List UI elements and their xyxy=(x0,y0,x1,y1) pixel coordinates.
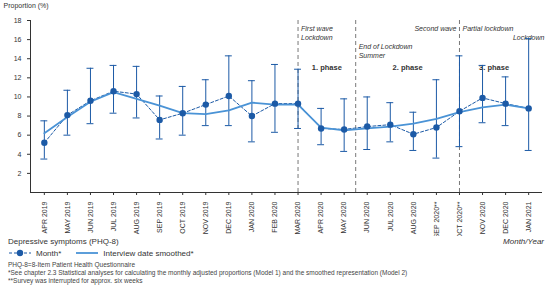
html-text:**Survey was interrupted for a: **Survey was interrupted for approx. six… xyxy=(8,277,143,284)
svg-text:NOV 2020: NOV 2020 xyxy=(479,201,486,234)
svg-text:APR 2019: APR 2019 xyxy=(41,201,48,233)
svg-text:AUG 2019: AUG 2019 xyxy=(133,201,140,234)
svg-text:JAN 2021: JAN 2021 xyxy=(525,201,532,232)
svg-text:OCT 2020**: OCT 2020** xyxy=(456,201,463,236)
svg-text:2. phase: 2. phase xyxy=(393,63,423,72)
svg-text:DEC 2020: DEC 2020 xyxy=(502,201,509,233)
svg-text:End of Lockdown: End of Lockdown xyxy=(359,43,413,50)
svg-text:JUN 2019: JUN 2019 xyxy=(87,201,94,232)
svg-text:FEB 2020: FEB 2020 xyxy=(271,201,278,232)
html-text:Month/Year: Month/Year xyxy=(503,237,544,246)
svg-text:JUL 2020: JUL 2020 xyxy=(387,201,394,231)
html-text:*See chapter 2.3 Statistical a: *See chapter 2.3 Statistical analyses fo… xyxy=(8,269,408,276)
svg-text:SEP 2020**: SEP 2020** xyxy=(433,201,440,236)
svg-text:8: 8 xyxy=(18,112,22,119)
svg-text:MAR 2020: MAR 2020 xyxy=(294,201,301,234)
svg-text:AUG 2020: AUG 2020 xyxy=(410,201,417,234)
html-text:Depressive symptoms (PHQ-8): Depressive symptoms (PHQ-8) xyxy=(8,237,119,246)
svg-text:18: 18 xyxy=(14,17,22,24)
svg-text:14: 14 xyxy=(14,55,22,62)
svg-text:SEP 2019: SEP 2019 xyxy=(156,201,163,233)
svg-text:Lockdown: Lockdown xyxy=(512,34,545,42)
svg-text:First wave: First wave xyxy=(301,25,333,32)
svg-text:MAY 2020: MAY 2020 xyxy=(340,201,347,233)
svg-text:APR 2020: APR 2020 xyxy=(317,201,324,233)
svg-text:16: 16 xyxy=(14,36,22,43)
svg-text:3. phase: 3. phase xyxy=(479,63,509,72)
svg-text:1. phase: 1. phase xyxy=(312,63,342,72)
svg-text:JUN 2020: JUN 2020 xyxy=(363,201,370,232)
html-text:PHQ-8=8-Item Patient Health Qu: PHQ-8=8-Item Patient Health Questionnair… xyxy=(8,261,135,268)
svg-text:6: 6 xyxy=(18,131,22,138)
svg-text:NOV 2019: NOV 2019 xyxy=(202,201,209,234)
html-text:Interview date smoothed*: Interview date smoothed* xyxy=(103,248,194,258)
svg-text:Proportion (%): Proportion (%) xyxy=(4,2,49,10)
svg-text:2: 2 xyxy=(18,170,22,177)
svg-text:DEC 2019: DEC 2019 xyxy=(225,201,232,233)
svg-text:10: 10 xyxy=(14,93,22,100)
svg-text:12: 12 xyxy=(14,74,22,81)
svg-text:4: 4 xyxy=(18,151,22,158)
svg-text:JUL 2019: JUL 2019 xyxy=(110,201,117,231)
svg-text:Lockdown: Lockdown xyxy=(301,34,333,41)
html-text:Month*: Month* xyxy=(36,248,62,258)
svg-text:OCT 2019: OCT 2019 xyxy=(179,201,186,233)
svg-text:Summer: Summer xyxy=(359,52,386,59)
svg-text:Second wave: Second wave xyxy=(414,25,456,32)
svg-text:Partial lockdown: Partial lockdown xyxy=(462,25,513,32)
svg-text:JAN 2020: JAN 2020 xyxy=(248,201,255,232)
svg-text:MAY 2019: MAY 2019 xyxy=(64,201,71,233)
